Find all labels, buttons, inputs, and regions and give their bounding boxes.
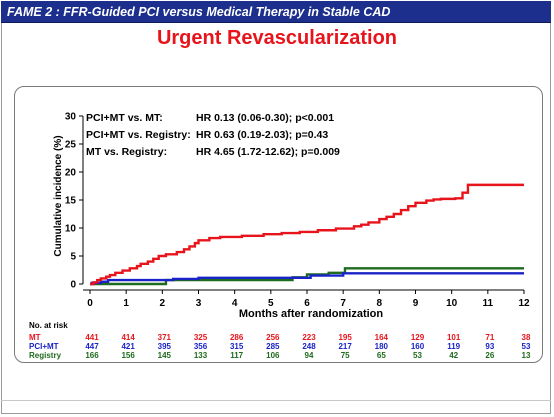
slide-title: Urgent Revascularization [156,27,398,49]
x-tick-label: 6 [304,298,310,309]
x-tick-label: 5 [268,298,274,309]
risk-value: 106 [266,351,280,360]
risk-value: 421 [121,342,135,351]
risk-value: 414 [121,333,135,342]
annotation-value: HR 4.65 (1.72-12.62); p=0.009 [196,146,340,158]
risk-value: 117 [230,351,243,360]
chart-series [90,183,524,286]
annotation-label: PCI+MT vs. MT: [86,112,163,124]
risk-value: 195 [338,333,352,342]
risk-value: 160 [411,342,425,351]
x-tick-label: 3 [196,298,202,309]
series-line-mt [90,183,524,286]
x-tick-label: 8 [377,298,383,309]
y-tick-label: 25 [65,140,77,151]
risk-row-label: MT [29,333,41,342]
risk-value: 53 [522,342,531,351]
y-tick-label: 5 [70,252,76,263]
risk-value: 286 [230,333,244,342]
risk-value: 65 [377,351,386,360]
risk-value: 26 [485,351,494,360]
risk-value: 119 [447,342,460,351]
annotation-label: MT vs. Registry: [86,146,167,158]
risk-value: 371 [158,333,172,342]
risk-value: 164 [375,333,389,342]
x-tick-label: 2 [160,298,166,309]
header-title: FAME 2 : FFR-Guided PCI versus Medical T… [7,5,391,19]
y-axis-label: Cumulative incidence (%) [53,135,64,256]
risk-value: 145 [158,351,172,360]
risk-value: 223 [302,333,316,342]
risk-value: 71 [485,333,494,342]
risk-value: 447 [85,342,99,351]
risk-value: 166 [85,351,99,360]
header-bar: FAME 2 : FFR-Guided PCI versus Medical T… [1,1,551,23]
risk-value: 325 [194,333,208,342]
risk-value: 285 [266,342,280,351]
x-tick-label: 11 [483,298,494,309]
annotation-value: HR 0.13 (0.06-0.30); p<0.001 [196,112,334,124]
y-tick-label: 15 [65,196,77,207]
x-tick-label: 0 [87,298,93,309]
risk-row-label: PCI+MT [29,342,59,351]
risk-value: 356 [194,342,208,351]
risk-table-title: No. at risk [29,321,68,330]
y-tick-label: 20 [65,168,77,179]
risk-value: 75 [341,351,350,360]
risk-value: 42 [449,351,458,360]
risk-table: No. at risk MT 441 414 371 325 286 256 223 195 164… [29,321,531,360]
annotation-value: HR 0.63 (0.19-2.03); p=0.43 [196,129,328,141]
risk-value: 133 [194,351,208,360]
y-tick-label: 0 [70,280,76,291]
risk-value: 315 [230,342,244,351]
x-tick-label: 1 [123,298,129,309]
bottom-rule [1,400,551,401]
y-tick-label: 30 [65,112,77,123]
risk-value: 13 [522,351,531,360]
risk-value: 441 [85,333,99,342]
risk-value: 395 [158,342,172,351]
x-axis-label: Months after randomization [239,308,384,320]
x-tick-label: 4 [232,298,238,309]
series-line-pci-mt [90,272,524,286]
y-tick-label: 10 [65,224,77,235]
chart-axes [82,116,524,291]
risk-value: 248 [302,342,316,351]
chart-annotations: PCI+MT vs. MT: HR 0.13 (0.06-0.30); p<0.0… [86,112,340,158]
risk-value: 101 [447,333,461,342]
risk-value: 94 [305,351,314,360]
risk-value: 180 [375,342,389,351]
risk-value: 38 [522,333,531,342]
risk-value: 156 [121,351,135,360]
annotation-label: PCI+MT vs. Registry: [86,129,191,141]
risk-value: 53 [413,351,422,360]
risk-row-label: Registry [29,351,62,360]
risk-value: 217 [338,342,352,351]
risk-value: 256 [266,333,280,342]
x-tick-label: 9 [413,298,419,309]
chart-box [14,86,543,363]
risk-value: 129 [411,333,425,342]
risk-value: 93 [485,342,494,351]
x-tick-label: 10 [446,298,458,309]
x-tick-label: 7 [340,298,346,309]
series-line-registry [90,267,524,286]
x-tick-label: 12 [518,298,530,309]
